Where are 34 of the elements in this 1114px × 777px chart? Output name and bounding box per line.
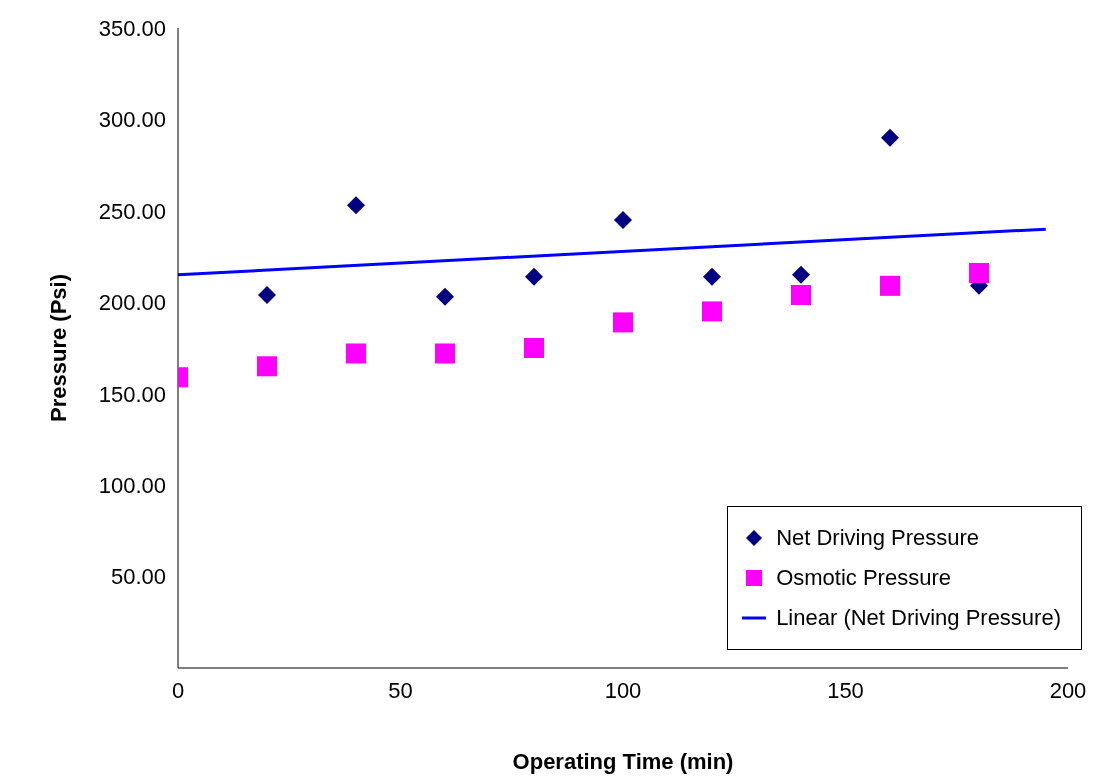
y-tick-label: 300.00 <box>98 107 166 133</box>
point <box>436 287 454 306</box>
y-tick-label: 350.00 <box>98 15 166 41</box>
x-tick-label: 150 <box>827 677 864 703</box>
y-tick-label: 150.00 <box>98 381 166 407</box>
y-tick-label: 100.00 <box>98 472 166 498</box>
y-tick-label: 250.00 <box>98 198 166 224</box>
x-axis-title: Operating Time (min) <box>512 748 734 774</box>
legend-label: Linear (Net Driving Pressure) <box>776 605 1061 631</box>
y-tick-label: 200.00 <box>98 290 166 316</box>
point <box>880 275 900 296</box>
point <box>792 265 810 284</box>
y-tick-label: 50.00 <box>110 564 166 590</box>
point <box>613 312 633 333</box>
x-tick-label: 100 <box>604 677 642 703</box>
point <box>703 267 721 286</box>
point <box>702 301 722 322</box>
point <box>258 285 276 304</box>
point <box>614 211 632 229</box>
point <box>435 343 455 364</box>
x-tick-label: 200 <box>1049 677 1087 703</box>
point <box>524 338 544 358</box>
legend-label: Osmotic Pressure <box>776 565 951 591</box>
point <box>346 343 366 364</box>
x-tick-label: 0 <box>171 677 185 703</box>
point <box>257 356 277 377</box>
point <box>525 267 543 286</box>
x-tick-label: 50 <box>388 677 413 703</box>
y-axis-title: Pressure (Psi) <box>45 274 71 422</box>
point <box>969 263 989 284</box>
point <box>791 284 811 305</box>
point <box>347 196 365 215</box>
point <box>881 128 899 147</box>
legend-label: Net Driving Pressure <box>776 525 980 551</box>
